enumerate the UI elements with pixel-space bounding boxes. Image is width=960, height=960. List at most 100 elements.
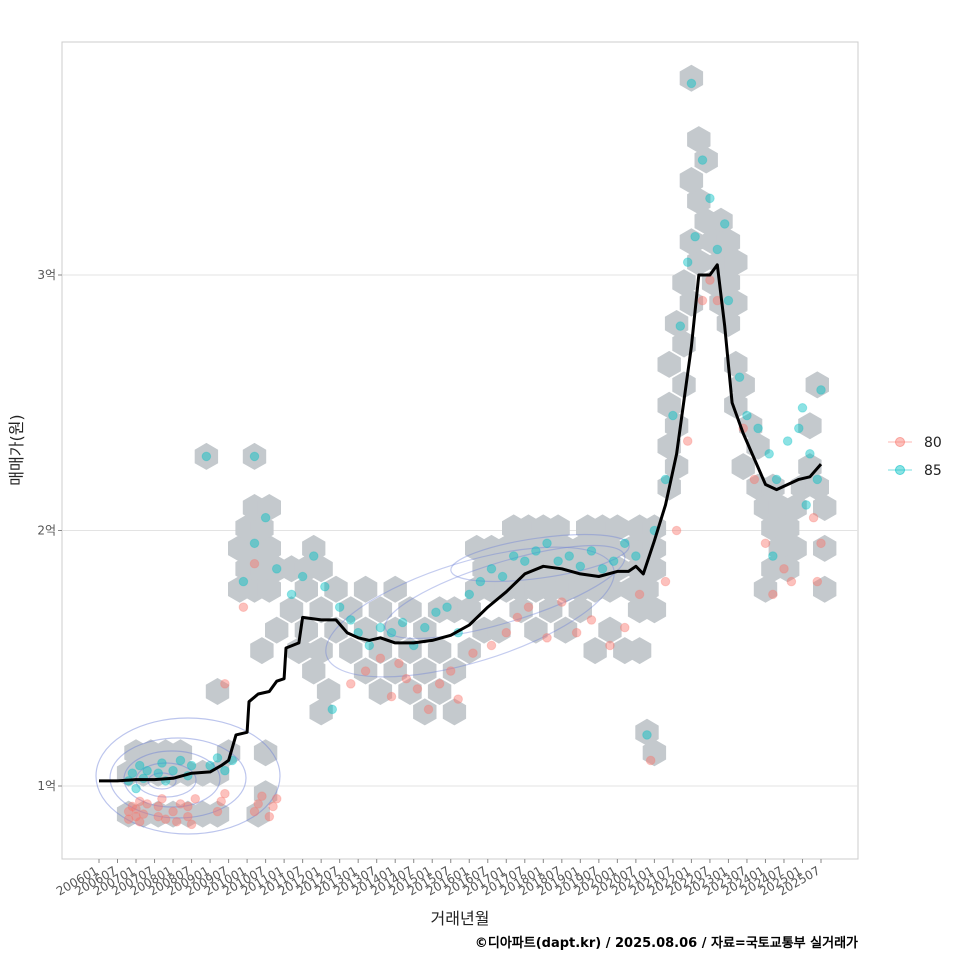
legend-key-80 <box>895 437 905 447</box>
hexbin <box>753 575 778 603</box>
point-80 <box>468 648 478 658</box>
hexbin <box>168 739 193 767</box>
hexbin <box>657 432 681 460</box>
point-80 <box>682 436 693 446</box>
point-85 <box>345 615 356 625</box>
legend-label-80: 80 <box>924 435 942 451</box>
point-85 <box>793 423 804 434</box>
hexbin <box>368 637 393 665</box>
density-contour <box>95 717 281 835</box>
point-80 <box>412 684 423 694</box>
hexbin <box>553 616 578 644</box>
point-80 <box>557 597 567 607</box>
point-80 <box>183 801 193 812</box>
point-85 <box>771 474 782 485</box>
point-80 <box>131 804 141 814</box>
point-80 <box>138 809 149 819</box>
point-85 <box>497 571 508 582</box>
point-85 <box>531 546 541 556</box>
hexbin <box>642 739 667 767</box>
caption: ©디아파트(dapt.kr) / 2025.08.06 / 자료=국토교통부 실… <box>475 935 858 951</box>
hexbin <box>694 146 718 174</box>
point-85 <box>782 436 793 446</box>
hexbin <box>813 575 837 603</box>
hexbin <box>776 514 800 542</box>
hexbin <box>687 126 711 154</box>
point-85 <box>157 758 167 768</box>
hexbin <box>813 494 837 521</box>
hexbin <box>246 800 270 828</box>
y-axis: 1억 2억 3억 <box>37 268 62 793</box>
point-80 <box>171 816 182 827</box>
point-80 <box>220 788 230 799</box>
point-85 <box>131 783 141 794</box>
hexbin <box>427 678 452 705</box>
hexbin <box>627 637 652 665</box>
hexbin <box>427 637 452 665</box>
plot-panel <box>61 41 859 860</box>
hexbin <box>598 575 622 603</box>
hexbin <box>457 637 481 665</box>
point-80 <box>401 673 412 684</box>
hexbin <box>457 596 481 624</box>
point-80 <box>131 811 141 822</box>
point-85 <box>134 760 145 771</box>
hexbin <box>205 759 230 787</box>
hexbin <box>413 698 437 726</box>
point-80 <box>186 819 197 830</box>
point-85 <box>201 451 212 462</box>
point-80 <box>586 615 597 625</box>
hexbin <box>302 657 326 685</box>
point-85 <box>801 500 811 510</box>
hexbin <box>353 657 378 685</box>
y-tick-label: 1억 <box>37 779 56 793</box>
hexbin <box>679 167 704 194</box>
hexbin <box>731 453 755 481</box>
point-85 <box>542 538 552 549</box>
point-80 <box>264 811 275 822</box>
point-85 <box>564 551 575 561</box>
hexbin <box>309 596 333 624</box>
point-80 <box>123 814 134 825</box>
hexbin <box>383 575 407 603</box>
hexbin <box>339 637 363 665</box>
y-tick-label: 3억 <box>37 268 56 282</box>
hexbin <box>679 64 704 92</box>
trend-line <box>99 263 823 783</box>
point-85 <box>719 219 730 229</box>
hexbin <box>194 442 219 470</box>
point-85 <box>686 78 697 89</box>
point-80 <box>786 576 797 587</box>
hexbin <box>250 514 274 542</box>
hexbin <box>398 596 422 624</box>
hexbin <box>805 371 829 399</box>
density-contour <box>109 737 247 819</box>
point-85 <box>297 571 308 582</box>
point-80 <box>134 816 145 827</box>
point-85 <box>734 372 745 383</box>
hexbin <box>309 698 333 726</box>
point-80 <box>434 679 445 689</box>
point-85 <box>475 576 486 587</box>
hexbin <box>731 371 755 399</box>
point-80 <box>660 576 671 587</box>
point-85 <box>220 765 230 776</box>
point-85 <box>575 561 586 572</box>
point-80 <box>394 658 404 669</box>
point-80 <box>142 799 152 809</box>
hexbin <box>776 555 800 583</box>
hexbin <box>664 453 689 481</box>
hexbin <box>709 207 733 235</box>
point-85 <box>586 546 597 556</box>
hexbin <box>324 616 348 644</box>
hexbin <box>257 575 281 603</box>
hexbin <box>316 678 341 705</box>
legend: 80 85 <box>888 435 942 479</box>
point-80 <box>249 558 260 569</box>
point-80 <box>605 640 615 651</box>
point-85 <box>431 607 441 618</box>
point-80 <box>271 793 282 804</box>
point-85 <box>668 410 678 421</box>
point-80 <box>253 799 264 809</box>
